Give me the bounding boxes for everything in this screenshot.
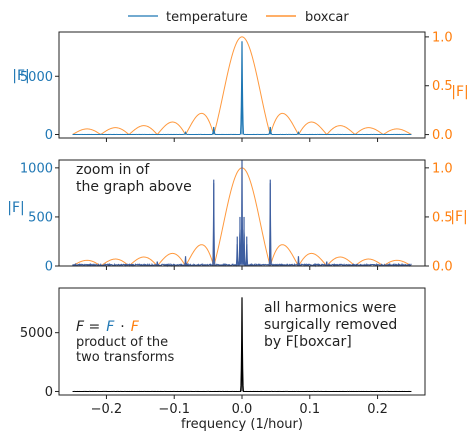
legend-label-boxcar: boxcar: [305, 10, 349, 25]
mid-left-tick-label-2: 1000: [20, 161, 53, 176]
mid-right-ylabel: |F|: [450, 209, 468, 225]
top-right-ylabel: |F|: [451, 84, 469, 100]
top-left-ylabel: |F|: [12, 68, 30, 84]
legend: temperature boxcar: [128, 10, 349, 25]
mid-annotation-line-1: zoom in of: [76, 162, 150, 178]
bottom-annotation-left-1: product of the: [76, 335, 168, 350]
mid-left-tick-label-1: 500: [28, 210, 53, 225]
top-right-tick-label-2: 1.0: [432, 30, 453, 45]
top-left-tick-label-0: 0: [45, 128, 53, 143]
panel-mid: 0 500 1000 0.0 0.5 1.0 zoom in of the graph a…: [7, 159, 468, 275]
formula-term-boxcar: F: [131, 319, 140, 335]
bottom-x-tick-label-3: 0.1: [299, 402, 320, 417]
bottom-product-line: [72, 297, 412, 392]
top-left-tick-label-1: 5000: [20, 70, 53, 85]
mid-annotation-line-2: the graph above: [76, 179, 192, 195]
formula-lhs: F =: [76, 319, 100, 335]
formula-dot: ·: [120, 319, 124, 335]
formula-term-temperature: F: [106, 319, 115, 335]
bottom-x-tick-label-2: 0.0: [232, 402, 253, 417]
bottom-left-tick-label-1: 5000: [20, 326, 53, 341]
mid-right-tick-label-2: 1.0: [432, 161, 453, 176]
bottom-x-tick-label-0: −0.2: [91, 402, 123, 417]
top-temperature-line: [72, 41, 412, 135]
bottom-x-tick-label-1: −0.1: [158, 402, 190, 417]
top-right-tick-label-0: 0.0: [432, 128, 453, 143]
mid-left-ylabel: |F|: [7, 200, 25, 216]
bottom-annotation-right-3: by F[boxcar]: [264, 334, 352, 350]
bottom-annotation-right-1: all harmonics were: [264, 300, 396, 316]
bottom-x-tick-label-4: 0.2: [367, 402, 388, 417]
top-right-tick-label-1: 0.5: [432, 79, 453, 94]
x-axis-label: frequency (1/hour): [181, 417, 303, 432]
mid-left-tick-label-0: 0: [45, 260, 53, 275]
panel-bottom: 0 5000 −0.2 −0.1 0.0 0.1 0.2 F = F · F product of…: [20, 287, 426, 432]
mid-temperature-line: [72, 159, 412, 268]
formula: F = F · F: [76, 319, 140, 335]
bottom-annotation-left-2: two transforms: [76, 350, 175, 365]
panel-top: 0 5000 0.0 0.5 1.0 |F| |F|: [12, 30, 469, 143]
legend-label-temperature: temperature: [166, 10, 248, 25]
mid-right-tick-label-0: 0.0: [432, 260, 453, 275]
bottom-annotation-right-2: surgically removed: [264, 317, 397, 333]
mid-right-tick-label-1: 0.5: [432, 210, 453, 225]
bottom-left-tick-label-0: 0: [45, 385, 53, 400]
